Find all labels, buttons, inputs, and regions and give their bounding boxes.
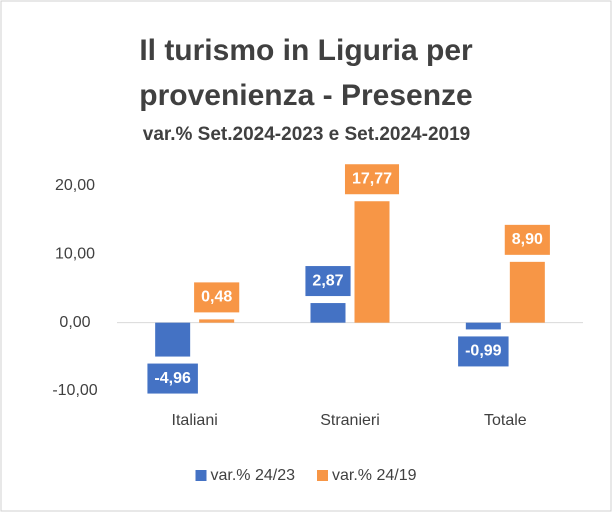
data-label-box xyxy=(305,266,351,297)
y-tick-label: 0,00 xyxy=(59,314,90,331)
legend-label: var.% 24/19 xyxy=(332,467,417,484)
data-label: 2,87 xyxy=(312,272,343,289)
bar xyxy=(465,322,501,330)
data-label: 8,90 xyxy=(512,231,543,248)
y-tick-label: 10,00 xyxy=(55,246,95,263)
data-label-box xyxy=(344,164,400,195)
data-label: -0,99 xyxy=(465,343,502,360)
y-tick-label: -10,00 xyxy=(52,382,97,399)
x-tick-label: Stranieri xyxy=(320,412,380,429)
chart-subtitle: var.% Set.2024-2023 e Set.2024-2019 xyxy=(142,124,471,145)
bar xyxy=(354,201,390,323)
legend-label: var.% 24/23 xyxy=(211,467,296,484)
x-tick-label: Italiani xyxy=(172,412,218,429)
bar xyxy=(509,261,545,323)
data-label: 0,48 xyxy=(201,289,232,306)
bar xyxy=(199,319,235,323)
y-tick-label: 20,00 xyxy=(55,177,95,194)
chart-title: Il turismo in Liguria per provenienza - … xyxy=(139,34,473,112)
data-label: -4,96 xyxy=(154,370,191,387)
legend-swatch xyxy=(317,470,328,481)
bar xyxy=(155,322,191,357)
bar xyxy=(310,303,346,323)
data-label-box xyxy=(458,336,509,367)
data-label: 17,77 xyxy=(352,170,392,187)
data-label-box xyxy=(194,282,240,313)
data-label-box xyxy=(504,224,550,255)
data-label-box xyxy=(147,363,198,394)
x-tick-label: Totale xyxy=(484,412,527,429)
legend-swatch xyxy=(195,470,207,481)
